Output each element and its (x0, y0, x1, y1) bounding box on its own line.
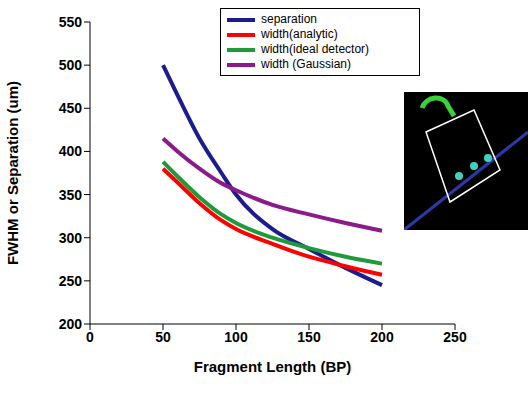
svg-text:300: 300 (59, 230, 83, 246)
svg-text:450: 450 (59, 100, 83, 116)
svg-text:50: 50 (155, 329, 171, 345)
html-text:separation: separation (261, 12, 317, 26)
svg-text:500: 500 (59, 57, 83, 73)
svg-text:250: 250 (59, 273, 83, 289)
svg-text:0: 0 (86, 329, 94, 345)
svg-text:200: 200 (370, 329, 394, 345)
html-text:width (Gaussian): width (Gaussian) (261, 57, 351, 71)
html-text:width(ideal detector): width(ideal detector) (261, 42, 370, 56)
svg-text:400: 400 (59, 143, 83, 159)
svg-text:Fragment Length (BP): Fragment Length (BP) (194, 358, 352, 375)
svg-text:100: 100 (224, 329, 248, 345)
svg-text:FWHM or Separation (um): FWHM or Separation (um) (4, 81, 21, 265)
svg-text:150: 150 (297, 329, 321, 345)
svg-text:350: 350 (59, 187, 83, 203)
svg-text:200: 200 (59, 316, 83, 332)
svg-text:550: 550 (59, 14, 83, 30)
svg-text:250: 250 (443, 329, 467, 345)
html-text:width(analytic): width(analytic) (261, 27, 338, 41)
